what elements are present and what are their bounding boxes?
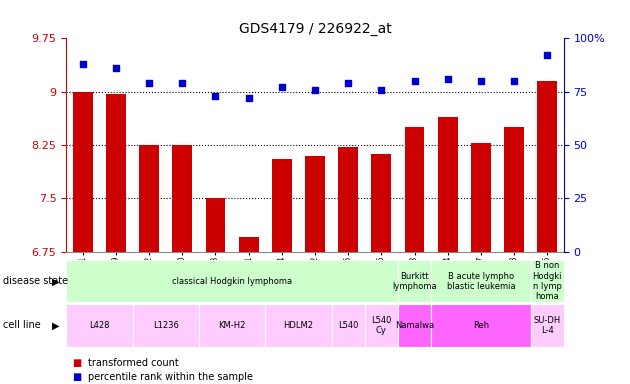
Point	[509, 78, 519, 84]
Text: ▶: ▶	[52, 320, 60, 331]
Text: B non
Hodgki
n lymp
homa: B non Hodgki n lymp homa	[532, 261, 562, 301]
Point	[77, 61, 88, 67]
Text: L540
Cy: L540 Cy	[371, 316, 392, 335]
Title: GDS4179 / 226922_at: GDS4179 / 226922_at	[239, 22, 391, 36]
Bar	[239, 237, 258, 252]
Bar	[106, 94, 126, 252]
Point	[144, 80, 154, 86]
Point	[376, 86, 386, 93]
Bar	[66, 260, 398, 303]
Text: classical Hodgkin lymphoma: classical Hodgkin lymphoma	[172, 277, 292, 286]
Point	[310, 86, 320, 93]
Text: ■: ■	[72, 358, 82, 368]
Bar	[398, 304, 431, 347]
Bar	[365, 304, 398, 347]
Bar	[530, 304, 564, 347]
Bar	[205, 198, 226, 252]
Bar	[404, 127, 425, 252]
Bar	[431, 304, 530, 347]
Text: HDLM2: HDLM2	[284, 321, 313, 330]
Bar	[504, 127, 524, 252]
Bar	[73, 92, 93, 252]
Bar	[530, 260, 564, 303]
Bar	[305, 156, 325, 252]
Point	[244, 95, 254, 101]
Text: KM-H2: KM-H2	[219, 321, 246, 330]
Bar	[398, 260, 431, 303]
Text: cell line: cell line	[3, 320, 41, 331]
Text: Reh: Reh	[473, 321, 489, 330]
Bar	[132, 304, 199, 347]
Bar	[431, 260, 530, 303]
Bar	[331, 304, 365, 347]
Text: B acute lympho
blastic leukemia: B acute lympho blastic leukemia	[447, 271, 515, 291]
Text: disease state: disease state	[3, 276, 68, 286]
Bar	[338, 147, 358, 252]
Text: L1236: L1236	[152, 321, 179, 330]
Text: ■: ■	[72, 372, 82, 382]
Text: Burkitt
lymphoma: Burkitt lymphoma	[392, 271, 437, 291]
Text: percentile rank within the sample: percentile rank within the sample	[88, 372, 253, 382]
Point	[343, 80, 353, 86]
Bar	[471, 143, 491, 252]
Text: SU-DH
L-4: SU-DH L-4	[534, 316, 561, 335]
Text: ▶: ▶	[52, 276, 60, 286]
Text: L540: L540	[338, 321, 358, 330]
Bar	[272, 159, 292, 252]
Bar	[438, 117, 457, 252]
Point	[410, 78, 420, 84]
Bar	[372, 154, 391, 252]
Bar	[139, 145, 159, 252]
Point	[111, 65, 121, 71]
Point	[277, 84, 287, 91]
Point	[443, 76, 453, 82]
Point	[177, 80, 187, 86]
Text: L428: L428	[89, 321, 110, 330]
Point	[542, 52, 553, 58]
Bar	[173, 145, 192, 252]
Text: Namalwa: Namalwa	[395, 321, 434, 330]
Point	[210, 93, 220, 99]
Text: transformed count: transformed count	[88, 358, 179, 368]
Bar	[265, 304, 331, 347]
Bar	[199, 304, 265, 347]
Bar	[66, 304, 132, 347]
Point	[476, 78, 486, 84]
Bar	[537, 81, 557, 252]
